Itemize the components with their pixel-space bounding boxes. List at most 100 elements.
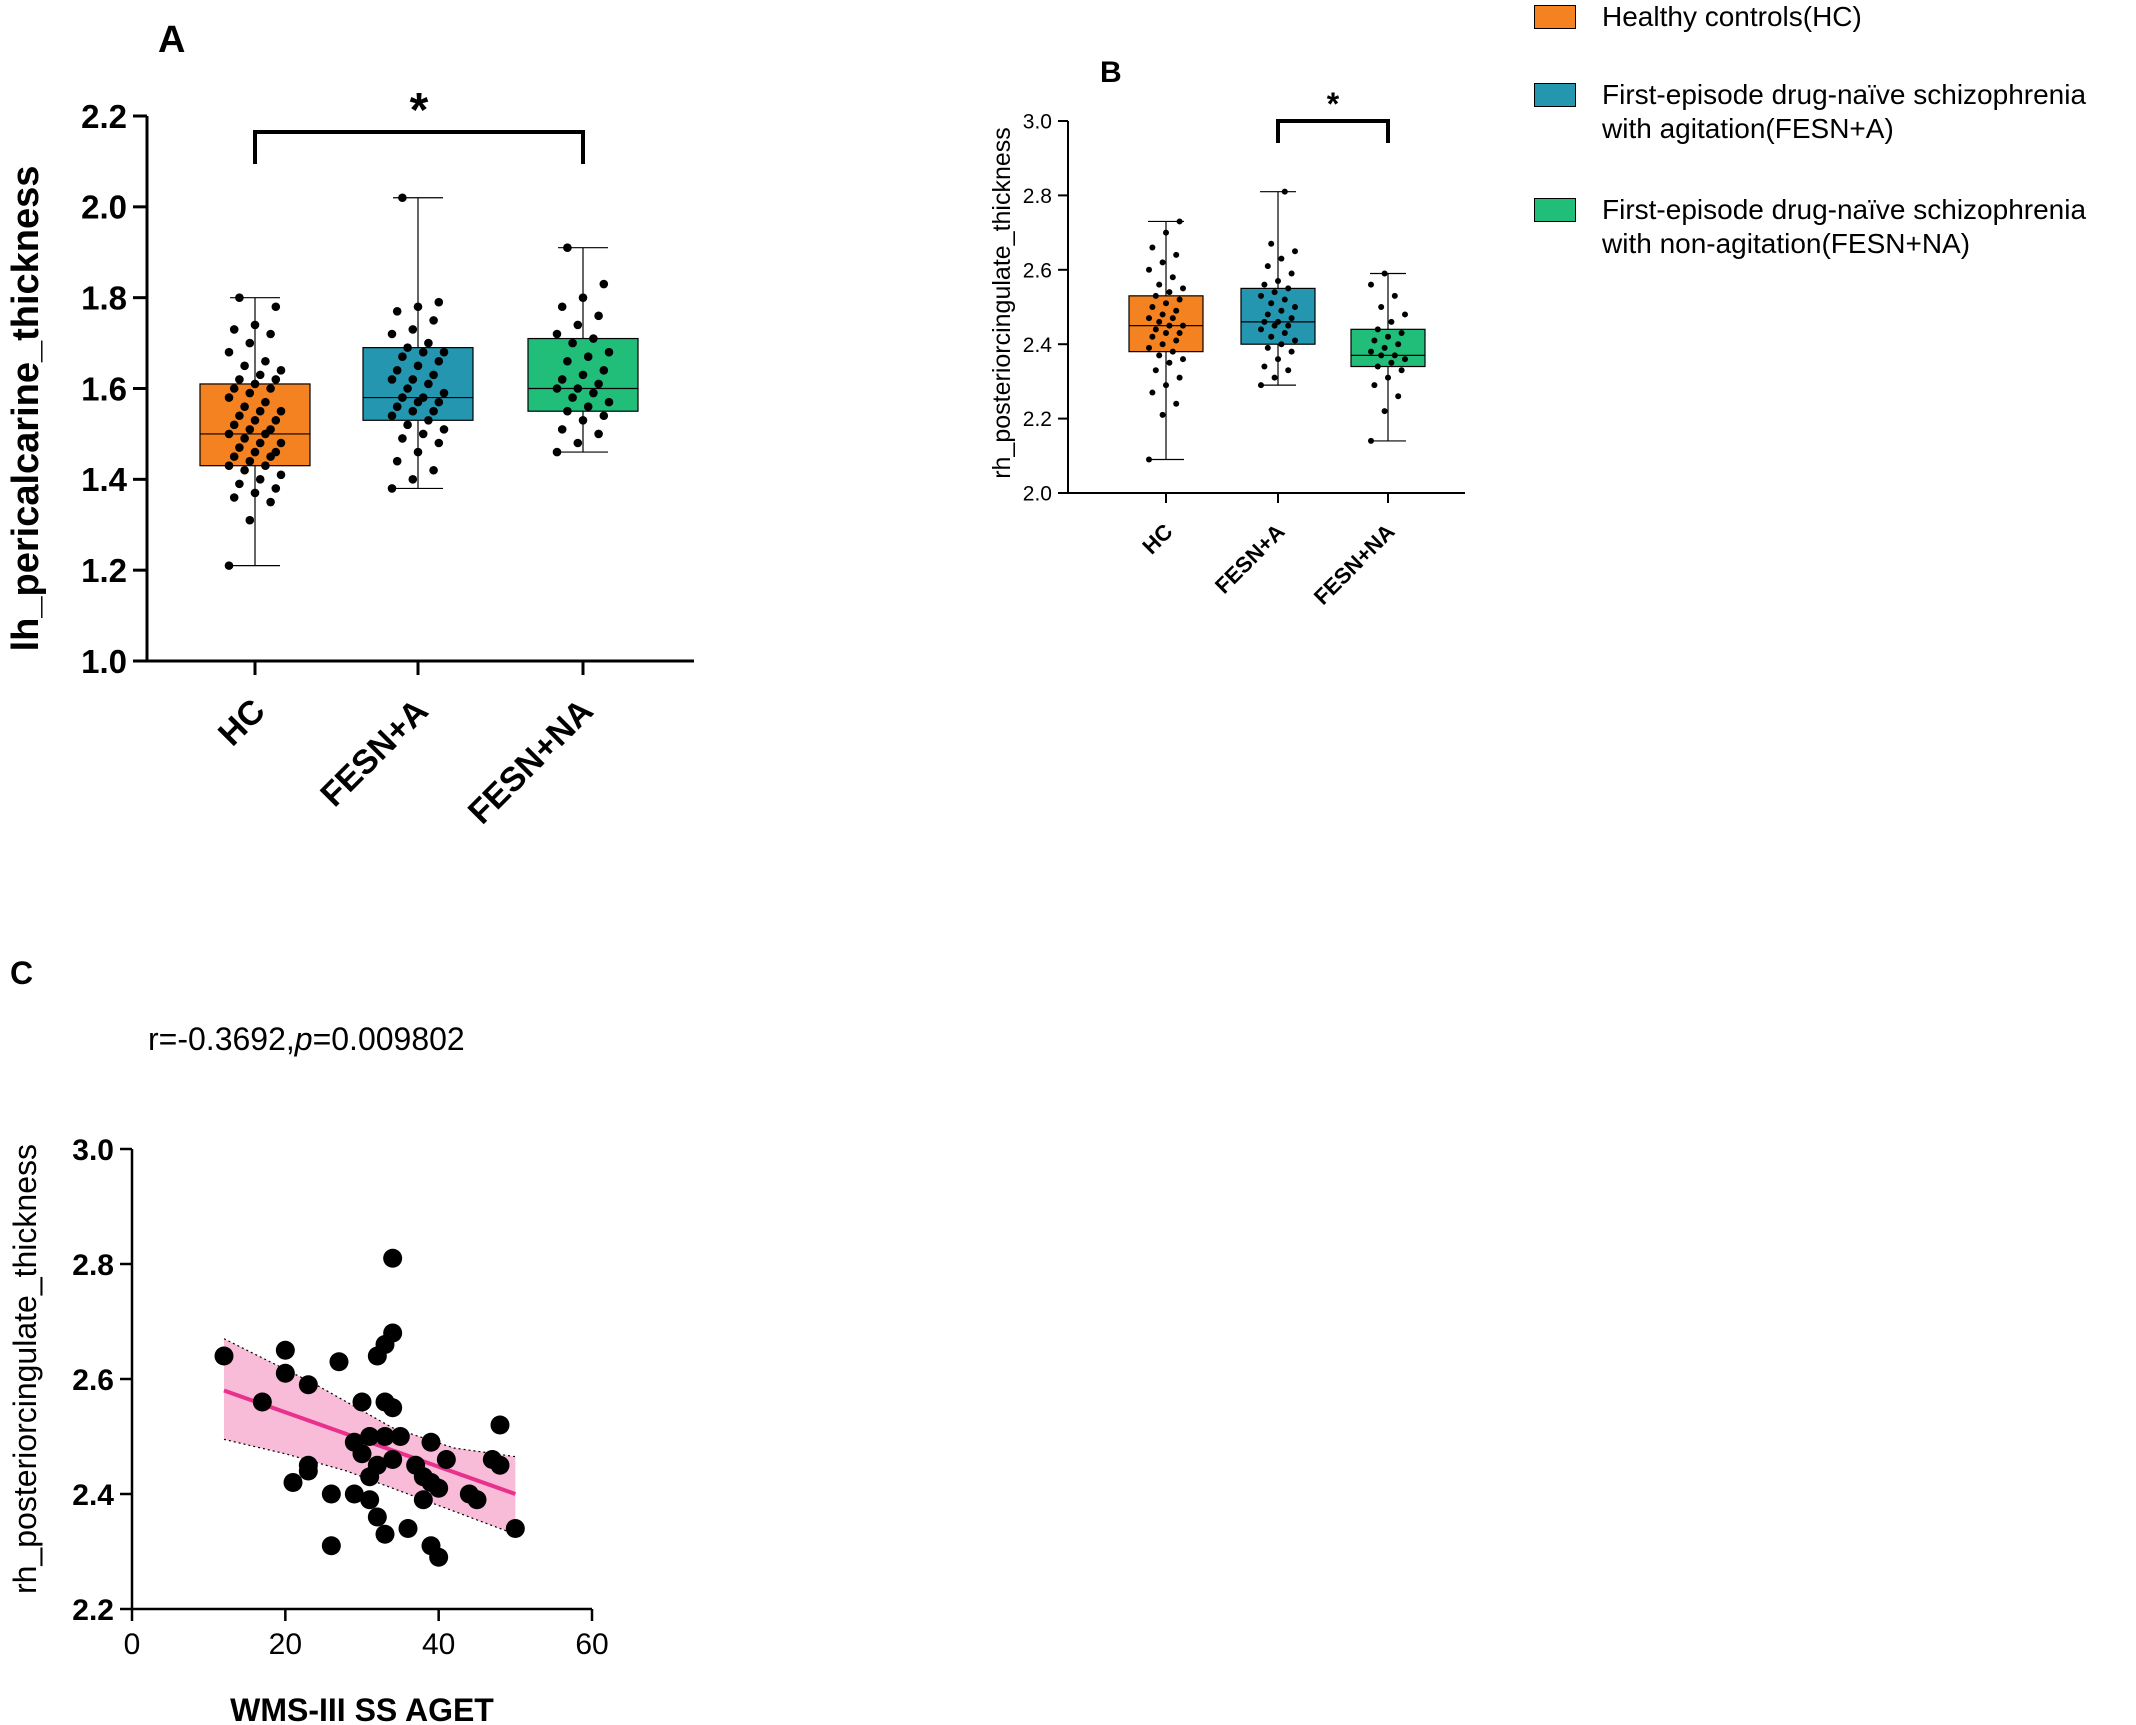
data-point-fesn-na [1391, 352, 1398, 359]
data-point-fesn-na [599, 411, 609, 421]
data-point-fesn-na [568, 338, 577, 348]
data-point-fesn-na [552, 447, 562, 457]
data-point-hc [1146, 266, 1152, 273]
legend-label-fesn-a: First-episode drug-naïve schizophrenia w… [1602, 79, 2087, 144]
data-point-hc [240, 402, 249, 411]
scatter-point [436, 1450, 456, 1469]
data-point-hc [1149, 244, 1156, 251]
data-point-fesn-a [434, 297, 444, 307]
data-point-fesn-na [1402, 311, 1408, 318]
data-point-hc [224, 561, 234, 570]
data-point-fesn-na [563, 406, 572, 416]
data-point-hc [250, 379, 260, 389]
data-point-fesn-a [434, 438, 444, 448]
data-point-fesn-a [1285, 367, 1292, 374]
data-point-hc [1149, 304, 1156, 310]
data-point-fesn-na [589, 388, 598, 398]
data-point-hc [1156, 318, 1163, 325]
y-tick-label: 2.8 [72, 1249, 114, 1282]
data-point-hc [1146, 456, 1152, 463]
data-point-fesn-a [403, 384, 412, 393]
data-point-fesn-na [568, 393, 577, 402]
data-point-hc [271, 415, 281, 425]
data-point-fesn-a [1281, 296, 1288, 303]
y-tick-label: 3.0 [1023, 111, 1052, 134]
significance-star: * [410, 84, 429, 137]
data-point-hc [1173, 337, 1180, 344]
data-point-fesn-na [578, 415, 588, 425]
data-point-fesn-na [557, 425, 567, 434]
data-point-fesn-na [594, 379, 603, 389]
x-tick-label-fesn-na: FESN+NA [1309, 519, 1400, 610]
data-point-fesn-na [1368, 437, 1374, 444]
data-point-fesn-a [403, 343, 412, 352]
scatter-point [383, 1398, 403, 1418]
y-tick-label: 2.2 [1023, 408, 1052, 431]
data-point-hc [1163, 330, 1169, 337]
x-tick-label-hc: HC [1137, 519, 1177, 559]
legend-swatch-fesn-a [1534, 83, 1576, 107]
data-point-fesn-na [594, 429, 603, 439]
data-point-fesn-a [398, 393, 407, 402]
data-point-fesn-na [599, 279, 609, 289]
data-point-hc [229, 452, 239, 461]
data-point-hc [1169, 274, 1176, 281]
data-point-hc [245, 456, 255, 466]
data-point-hc [229, 493, 239, 502]
data-point-hc [1152, 367, 1159, 374]
data-point-hc [1176, 296, 1183, 303]
data-point-fesn-na [1378, 352, 1385, 359]
data-point-hc [266, 384, 275, 393]
data-point-hc [1159, 311, 1166, 318]
data-point-fesn-a [413, 361, 423, 371]
data-point-fesn-na [1398, 330, 1405, 337]
y-tick-label: 2.0 [81, 189, 127, 226]
data-point-fesn-a [429, 465, 438, 475]
data-point-fesn-a [1288, 270, 1295, 277]
data-point-hc [224, 393, 234, 402]
data-point-hc [271, 484, 281, 493]
scatter-point [321, 1484, 341, 1504]
y-tick-label: 1.6 [81, 370, 127, 407]
data-point-fesn-na [1381, 270, 1388, 277]
data-point-fesn-a [1278, 307, 1285, 314]
data-point-fesn-a [1288, 315, 1295, 322]
data-point-hc [1169, 315, 1176, 322]
data-point-hc [1166, 359, 1173, 366]
scatter-point [390, 1427, 410, 1446]
scatter-point [352, 1444, 372, 1464]
data-point-fesn-na [1385, 374, 1391, 381]
data-point-hc [229, 420, 239, 430]
data-point-fesn-na [1385, 333, 1391, 340]
data-point-hc [235, 411, 244, 421]
scatter-point [375, 1524, 395, 1544]
data-point-fesn-na [1388, 318, 1395, 325]
data-point-hc [1173, 400, 1180, 407]
data-point-hc [1173, 307, 1180, 314]
data-point-fesn-a [439, 388, 449, 398]
data-point-fesn-na [604, 397, 614, 407]
data-point-fesn-a [398, 434, 407, 443]
data-point-hc [1180, 285, 1186, 292]
legend-item-hc: Healthy controls(HC) [1534, 0, 1862, 34]
panel-a-box-chart: 1.0 1.2 1.4 1.6 1.8 2.0 2.2 lh_pericalcarine_th… [5, 84, 694, 832]
data-point-hc [276, 366, 286, 375]
data-point-hc [255, 370, 265, 380]
scatter-point [429, 1478, 449, 1498]
significance-bracket [253, 130, 585, 164]
data-point-hc [235, 293, 244, 302]
data-point-fesn-a [1264, 344, 1271, 351]
data-point-fesn-na [1381, 344, 1388, 351]
data-point-hc [240, 465, 249, 475]
scatter-point [360, 1490, 380, 1510]
data-point-fesn-a [392, 366, 402, 375]
data-point-fesn-na [1378, 304, 1385, 310]
scatter-point [490, 1455, 510, 1475]
data-point-fesn-a [387, 329, 397, 339]
data-point-hc [1166, 322, 1173, 329]
scatter-point [421, 1432, 441, 1452]
data-point-fesn-na [583, 352, 593, 362]
data-point-fesn-a [1292, 248, 1298, 255]
data-point-fesn-na [563, 243, 572, 253]
y-tick-label: 2.4 [1023, 334, 1053, 357]
